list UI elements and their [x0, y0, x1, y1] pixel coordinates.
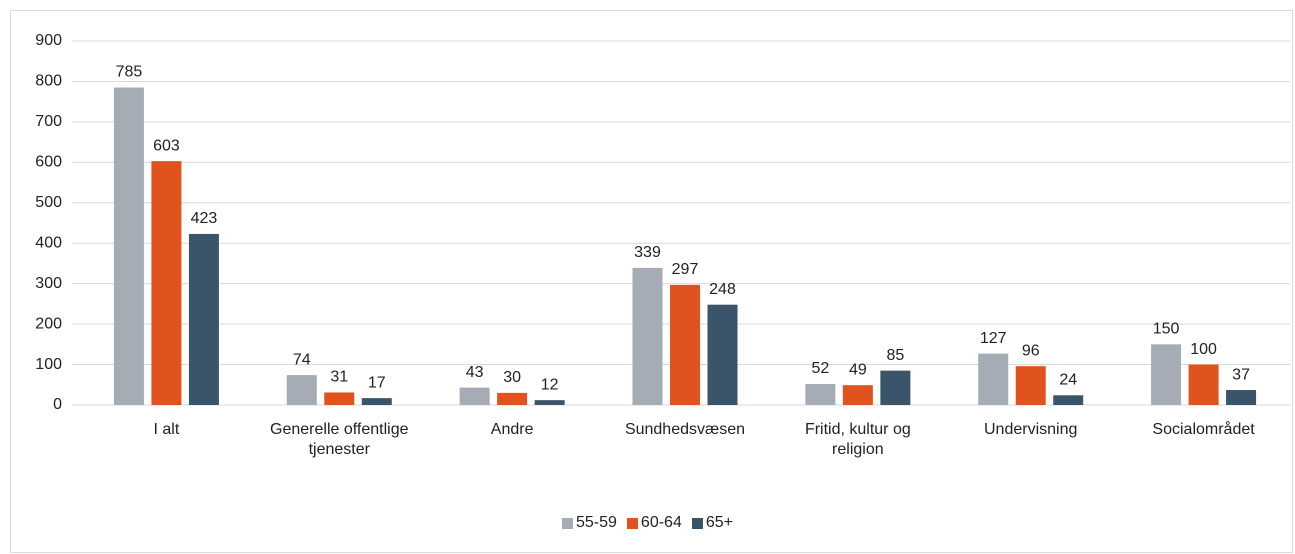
bar — [1053, 395, 1084, 405]
data-label: 17 — [368, 374, 386, 391]
data-label: 248 — [709, 281, 736, 298]
y-tick-label: 800 — [35, 73, 62, 90]
x-tick-label: Socialområdet — [1152, 421, 1255, 438]
y-tick-label: 400 — [35, 234, 62, 251]
y-tick-label: 200 — [35, 315, 62, 332]
bar — [1226, 390, 1257, 405]
y-tick-label: 500 — [35, 194, 62, 211]
bar — [361, 398, 392, 405]
data-label: 603 — [153, 137, 180, 154]
y-tick-label: 0 — [53, 396, 62, 413]
data-label: 297 — [672, 261, 699, 278]
data-label: 30 — [503, 369, 521, 386]
data-label: 150 — [1153, 321, 1180, 338]
legend-label: 65+ — [705, 514, 733, 531]
x-tick-label: Generelle offentlige tjenester — [270, 421, 409, 458]
x-tick-label: Fritid, kultur og religion — [804, 421, 911, 458]
data-label: 31 — [330, 369, 348, 386]
data-label: 74 — [293, 351, 311, 368]
bar — [534, 400, 565, 405]
legend-label: 60-64 — [640, 514, 682, 531]
legend-swatch — [562, 517, 573, 529]
data-label: 37 — [1232, 366, 1250, 383]
bar — [707, 304, 738, 405]
bar — [632, 267, 663, 405]
chart-frame — [10, 10, 1293, 553]
data-label: 339 — [634, 244, 661, 261]
data-label: 24 — [1059, 372, 1077, 389]
legend-item: 65+ — [691, 514, 733, 532]
y-tick-label: 900 — [35, 32, 62, 49]
legend-swatch — [626, 517, 638, 529]
y-tick-label: 100 — [35, 356, 62, 373]
data-label: 43 — [466, 364, 484, 381]
bar — [459, 387, 490, 405]
y-tick-label: 700 — [35, 113, 62, 130]
bar — [151, 161, 182, 405]
legend-item: 60-64 — [626, 514, 682, 532]
legend-item: 55-59 — [562, 514, 617, 532]
data-label: 785 — [116, 64, 143, 81]
data-label: 52 — [811, 360, 829, 377]
y-tick-label: 300 — [35, 275, 62, 292]
bar — [324, 392, 355, 405]
data-label: 12 — [541, 376, 559, 393]
bar — [497, 392, 528, 405]
legend-swatch — [691, 517, 703, 529]
bar — [880, 370, 911, 405]
x-tick-label: Sundhedsvæsen — [624, 421, 746, 438]
data-label: 85 — [886, 347, 904, 364]
bar — [978, 353, 1009, 405]
bar — [1151, 344, 1182, 405]
bar — [805, 383, 836, 405]
x-tick-label: Andre — [490, 421, 534, 438]
bar — [188, 233, 219, 405]
data-label: 100 — [1190, 341, 1217, 358]
data-label: 127 — [980, 330, 1007, 347]
data-label: 423 — [191, 210, 218, 227]
bar — [842, 385, 873, 405]
bar — [1015, 366, 1046, 405]
legend: 55-59 60-64 65+ — [0, 514, 1295, 532]
bar — [1188, 364, 1219, 405]
x-tick-label: Undervisning — [984, 421, 1078, 438]
data-label: 49 — [849, 361, 867, 378]
y-tick-label: 600 — [35, 154, 62, 171]
bar — [113, 87, 144, 405]
bar — [286, 375, 317, 405]
bar — [670, 284, 700, 405]
x-tick-label: I alt — [153, 421, 180, 438]
legend-label: 55-59 — [576, 514, 617, 531]
data-label: 96 — [1022, 342, 1040, 359]
